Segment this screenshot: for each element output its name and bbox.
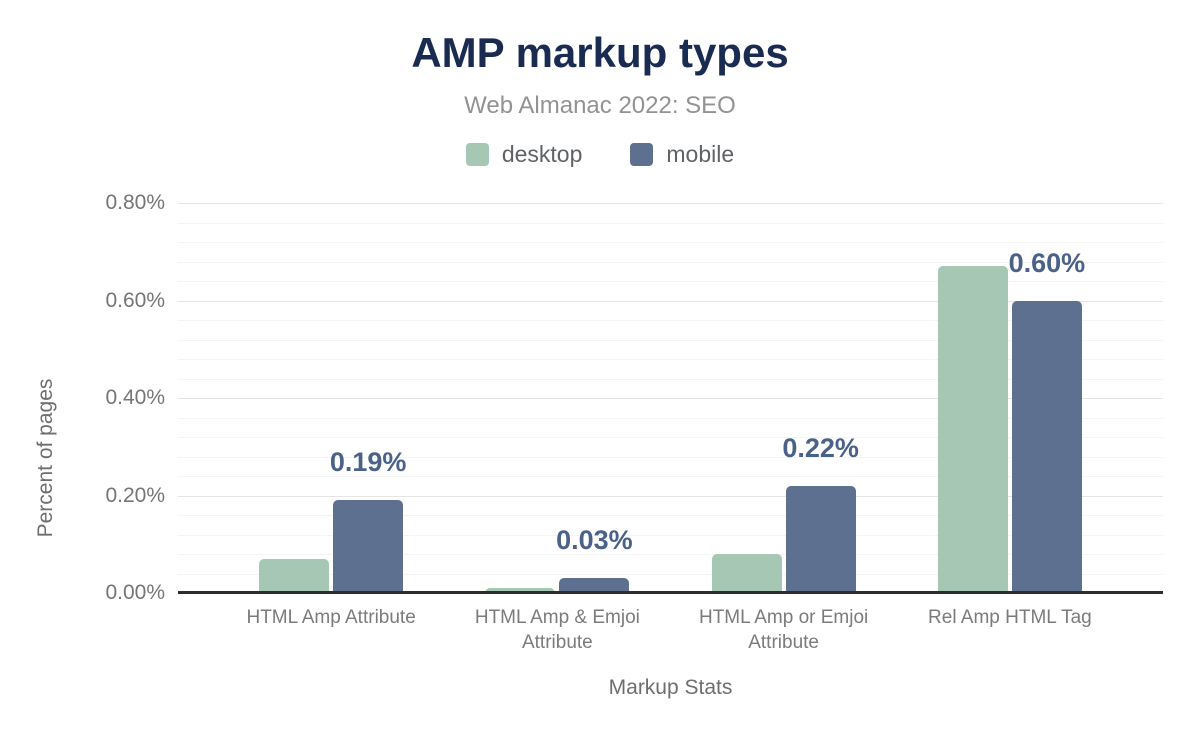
y-tick-label: 0.60% <box>105 288 165 312</box>
bar-desktop <box>937 266 1008 593</box>
major-gridline <box>178 495 1163 497</box>
plot-area: 0.00% 0.20% 0.40% 0.60% 0.80% 0.19% HTML Amp … <box>105 191 1163 653</box>
data-label: 0.22% <box>782 432 859 463</box>
minor-gridline <box>178 554 1163 555</box>
y-tick-label: 0.20% <box>105 483 165 507</box>
minor-gridline <box>178 534 1163 536</box>
chart-subtitle: Web Almanac 2022: SEO <box>464 92 736 119</box>
legend-item-mobile: mobile <box>630 141 734 168</box>
bar-mobile: 0.22% <box>782 433 859 593</box>
bar-mobile: 0.60% <box>1009 248 1085 593</box>
x-axis-title: Markup Stats <box>608 676 733 699</box>
bar-groups: 0.19% HTML Amp Attribute 0.03% HTML Amp & E… <box>178 203 1163 653</box>
major-gridline <box>178 300 1163 302</box>
minor-gridline <box>178 437 1163 438</box>
major-gridline <box>178 203 1163 204</box>
y-tick-label: 0.40% <box>105 386 165 409</box>
minor-gridline <box>178 222 1163 224</box>
bar-desktop <box>259 558 330 593</box>
data-label: 0.60% <box>1008 247 1086 278</box>
minor-gridline <box>178 320 1163 321</box>
chart-title: AMP markup types <box>411 29 789 76</box>
minor-gridline <box>178 281 1163 282</box>
y-tick-label: 0.80% <box>105 191 165 214</box>
x-tick-label: Rel Amp HTML Tag <box>928 607 1092 628</box>
legend-swatch-mobile <box>630 143 654 166</box>
bar-mobile: 0.03% <box>556 525 633 593</box>
minor-gridline <box>178 378 1163 380</box>
minor-gridline <box>178 476 1163 477</box>
legend-label: desktop <box>501 141 583 167</box>
x-tick-label: HTML Amp or Emjoi Attribute <box>698 607 869 653</box>
x-tick-label: HTML Amp & Emjoi Attribute <box>474 607 640 653</box>
legend-item-desktop: desktop <box>465 141 583 168</box>
minor-gridline <box>178 515 1163 516</box>
minor-gridline <box>178 242 1163 243</box>
bar-group: 0.03% HTML Amp & Emjoi Attribute <box>444 203 670 652</box>
minor-gridline <box>178 417 1163 419</box>
bar-group: 0.22% HTML Amp or Emjoi Attribute <box>671 203 897 653</box>
minor-gridline <box>178 339 1163 341</box>
major-gridline <box>178 398 1163 399</box>
legend: desktop mobile <box>0 141 1200 168</box>
y-tick-label: 0.00% <box>105 581 165 604</box>
minor-gridline <box>178 573 1163 575</box>
data-label: 0.19% <box>329 447 407 478</box>
legend-label: mobile <box>666 141 735 167</box>
minor-gridline <box>178 359 1163 360</box>
legend-swatch-desktop <box>465 143 489 166</box>
bar-desktop <box>485 588 556 593</box>
bar-group: 0.19% HTML Amp Attribute <box>218 203 444 628</box>
bar-mobile: 0.19% <box>330 447 406 593</box>
bar-group: 0.60% Rel Amp HTML Tag <box>897 203 1123 629</box>
data-label: 0.03% <box>556 525 633 556</box>
minor-gridline <box>178 456 1163 458</box>
minor-gridline <box>178 261 1163 263</box>
bar-desktop <box>711 554 782 593</box>
x-axis-line <box>178 591 1163 594</box>
y-axis-title: Percent of pages <box>34 378 57 538</box>
x-tick-label: HTML Amp Attribute <box>246 607 416 628</box>
